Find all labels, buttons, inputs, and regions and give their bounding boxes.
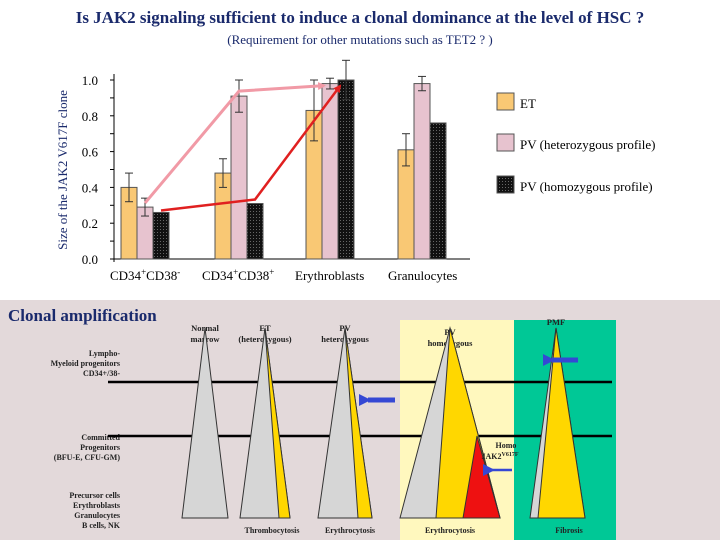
legend-swatch (496, 133, 515, 152)
y-axis-label: Size of the JAK2 V617F clone (55, 90, 70, 250)
y-tick-label: 0.4 (82, 180, 99, 195)
bar-3-1 (152, 211, 170, 260)
legend-label: PV (heterozygous profile) (520, 137, 656, 152)
pv-het-yellow-fill (344, 327, 373, 519)
outcome-label: Erythrocytosis (425, 526, 475, 535)
row-label: Committed Progenitors (BFU-E, CFU-GM) (54, 433, 121, 462)
row-label: Precursor cells Erythroblasts Granulocytes… (69, 491, 120, 530)
outcome-label: Erythrocytosis (325, 526, 375, 535)
y-tick-label: 0.6 (82, 145, 99, 160)
bar-3-2 (246, 203, 264, 260)
bar-2-3 (321, 83, 339, 260)
legend-label: ET (520, 96, 536, 111)
legend-swatch (496, 175, 515, 194)
bar-2-2 (230, 95, 248, 260)
bar-3-3 (337, 79, 355, 260)
normal-triangle (181, 327, 229, 519)
pmf-yellow-fill (537, 327, 586, 519)
outcome-label: Fibrosis (555, 526, 582, 535)
bar-2-4 (413, 83, 431, 260)
legend-swatch (496, 92, 515, 111)
y-tick-label: 0.2 (82, 216, 98, 231)
diagram-title: Clonal amplification (8, 306, 157, 325)
y-tick-label: 0.8 (82, 109, 98, 124)
et-yellow-fill (264, 327, 291, 519)
bar-3-4 (429, 122, 447, 260)
heterozygous-trend-arrow (143, 81, 326, 205)
homo-jak2-label: JAK2V617F (482, 452, 519, 461)
clonal-amplification-diagram: NormalmarrowET(heterozygous)PVheterozygo… (51, 317, 616, 540)
x-category-label: Erythroblasts (295, 268, 364, 283)
page-title: Is JAK2 signaling sufficient to induce a… (75, 8, 645, 27)
x-category-label: CD34+CD38+ (202, 267, 274, 283)
x-category-label: Granulocytes (388, 268, 457, 283)
page-subtitle: (Requirement for other mutations such as… (227, 32, 493, 47)
legend-label: PV (homozygous profile) (520, 179, 653, 194)
row-label: Lympho-Myeloid progenitors CD34+/38- (51, 349, 121, 378)
bar-chart: 0.0 0.2 0.4 0.6 0.8 1.0 Size of the JAK2 V617F… (55, 59, 656, 283)
homozygous-trend-arrow (160, 84, 342, 212)
y-tick-label: 0.0 (82, 252, 98, 267)
y-tick-label: 1.0 (82, 73, 98, 88)
outcome-label: Thrombocytosis (245, 526, 300, 535)
homo-label: Homo (496, 441, 517, 450)
column-header: PMF (547, 317, 565, 327)
x-category-label: CD34+CD38- (110, 267, 180, 283)
pv-homo-red-fill (462, 435, 501, 519)
